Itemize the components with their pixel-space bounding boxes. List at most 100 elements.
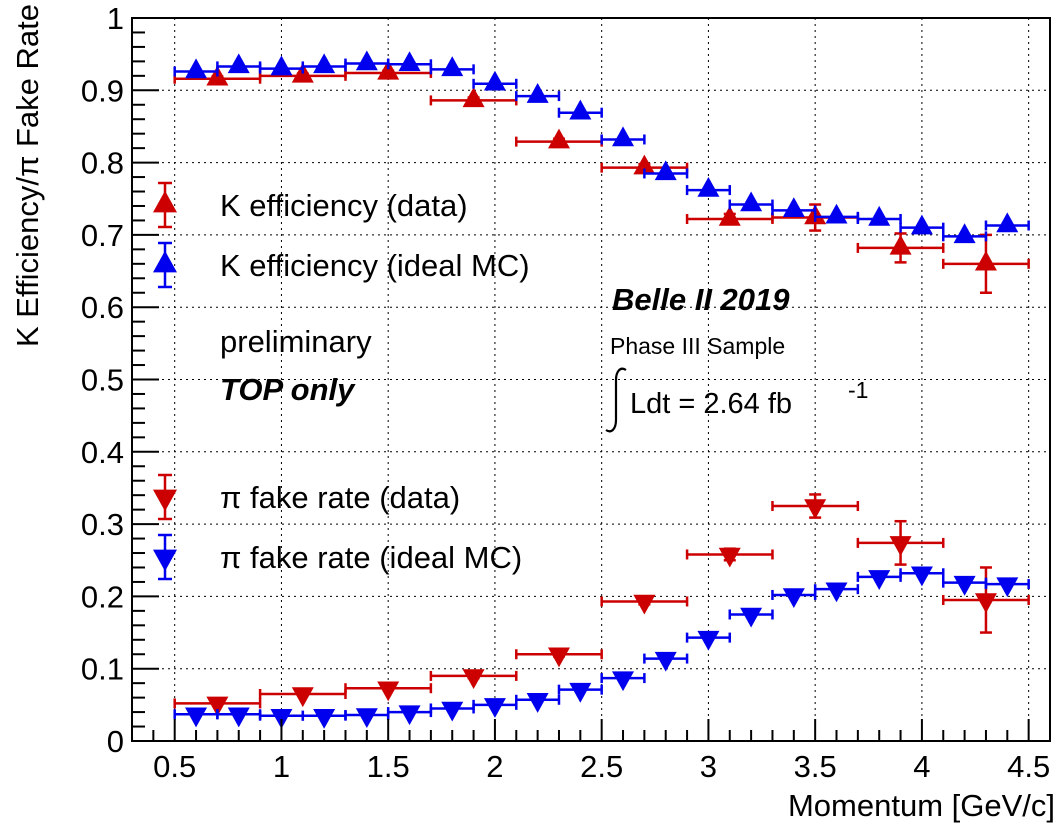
data-point-triangle-down: [740, 607, 763, 628]
data-point-triangle-down: [185, 707, 208, 728]
data-point-triangle-up: [569, 99, 592, 120]
data-point-triangle-down: [355, 708, 378, 729]
y-tick-label: 0.7: [81, 218, 124, 253]
legend-label: K efficiency (ideal MC): [220, 248, 530, 283]
legend-marker-triangle-down: [153, 549, 177, 572]
data-point-triangle-down: [782, 588, 805, 609]
legend-entry-0: K efficiency (data): [153, 181, 468, 229]
y-axis-title: K Efficiency/π Fake Rate: [10, 4, 45, 347]
data-point-triangle-down: [206, 696, 229, 717]
data-point-triangle-down: [377, 681, 400, 702]
data-point-triangle-up: [377, 59, 400, 80]
data-point-triangle-up: [889, 234, 912, 255]
data-point-triangle-down: [398, 705, 421, 726]
integral-sign-icon: [605, 367, 627, 433]
x-tick-label: 4.5: [1007, 749, 1050, 784]
data-point-triangle-down: [718, 547, 741, 568]
x-tick-label: 3: [700, 749, 717, 784]
data-point-triangle-down: [633, 594, 656, 615]
data-point-triangle-up: [227, 53, 250, 74]
data-point-triangle-up: [782, 197, 805, 218]
data-point-triangle-up: [547, 128, 570, 149]
data-point-triangle-down: [313, 708, 336, 729]
data-point-triangle-up: [718, 205, 741, 226]
preliminary-label: preliminary: [220, 324, 372, 359]
y-tick-label: 0.1: [81, 652, 124, 687]
data-point-triangle-up: [633, 154, 656, 175]
data-point-triangle-up: [612, 126, 635, 147]
luminosity-label: Ldt = 2.64 fb: [630, 388, 792, 420]
x-tick-label: 1: [273, 749, 290, 784]
legend-label: π fake rate (ideal MC): [220, 540, 522, 575]
data-point-triangle-up: [974, 250, 997, 271]
legend: K efficiency (data) K efficiency (ideal M…: [153, 181, 530, 581]
top-only-label: TOP only: [220, 372, 356, 407]
data-point-triangle-down: [441, 701, 464, 722]
data-point-triangle-down: [825, 582, 848, 603]
y-tick-label: 0.2: [81, 579, 124, 614]
data-point-triangle-down: [697, 630, 720, 651]
data-series-layer: [173, 50, 1030, 729]
data-point-triangle-up: [654, 160, 677, 181]
y-tick-label: 0.6: [81, 290, 124, 325]
legend-entry-2: π fake rate (data): [153, 473, 460, 521]
experiment-label: Belle II 2019: [612, 282, 790, 317]
legend-label: K efficiency (data): [220, 188, 468, 223]
data-point-triangle-up: [398, 51, 421, 72]
y-tick-label: 0.4: [81, 435, 124, 470]
data-point-triangle-up: [996, 212, 1019, 233]
data-point-triangle-up: [355, 50, 378, 71]
series-3: [173, 566, 1030, 729]
data-point-triangle-up: [740, 191, 763, 212]
data-point-triangle-up: [697, 177, 720, 197]
x-tick-label: 0.5: [153, 749, 196, 784]
data-point-triangle-down: [889, 536, 912, 556]
legend-marker-triangle-down: [153, 489, 177, 512]
data-point-triangle-up: [462, 87, 485, 108]
data-point-triangle-down: [291, 687, 314, 708]
x-tick-label: 1.5: [367, 749, 410, 784]
y-tick-label: 0: [107, 724, 124, 759]
data-point-triangle-up: [910, 214, 933, 235]
y-tick-label: 0.5: [81, 363, 124, 398]
data-point-triangle-down: [910, 566, 933, 587]
axis-ticks: [132, 17, 1051, 742]
data-point-triangle-down: [526, 693, 549, 713]
data-point-triangle-down: [227, 707, 250, 728]
data-point-triangle-up: [825, 203, 848, 224]
legend-marker-triangle-up: [153, 190, 177, 213]
data-point-triangle-up: [483, 70, 506, 91]
data-point-triangle-down: [462, 669, 485, 689]
data-point-triangle-down: [953, 575, 976, 596]
y-tick-label: 0.3: [81, 507, 124, 542]
legend-entry-1: K efficiency (ideal MC): [153, 241, 530, 289]
data-point-triangle-up: [185, 58, 208, 79]
sample-label: Phase III Sample: [610, 333, 785, 359]
data-point-triangle-up: [526, 83, 549, 103]
data-point-triangle-down: [569, 682, 592, 703]
series-1: [173, 50, 1030, 244]
data-point-triangle-down: [996, 577, 1019, 598]
y-tick-label: 0.9: [81, 73, 124, 108]
data-point-triangle-down: [868, 570, 891, 590]
x-tick-label: 3.5: [794, 749, 837, 784]
x-tick-label: 4: [913, 749, 930, 784]
data-point-triangle-down: [974, 593, 997, 614]
grid-lines: [132, 18, 1050, 741]
data-point-triangle-up: [270, 55, 293, 76]
x-tick-label: 2.5: [580, 749, 623, 784]
data-point-triangle-up: [313, 53, 336, 74]
data-point-triangle-up: [441, 56, 464, 77]
data-point-triangle-up: [868, 205, 891, 226]
annotations: preliminary TOP only Belle II 2019 Phase…: [220, 282, 868, 433]
legend-marker-triangle-up: [153, 250, 177, 273]
data-point-triangle-down: [483, 698, 506, 718]
legend-label: π fake rate (data): [220, 480, 460, 515]
y-tick-label: 1: [107, 1, 124, 36]
legend-entry-3: π fake rate (ideal MC): [153, 533, 522, 581]
x-axis-title: Momentum [GeV/c]: [788, 788, 1055, 823]
data-point-triangle-down: [654, 651, 677, 672]
series-2: [173, 493, 1030, 717]
